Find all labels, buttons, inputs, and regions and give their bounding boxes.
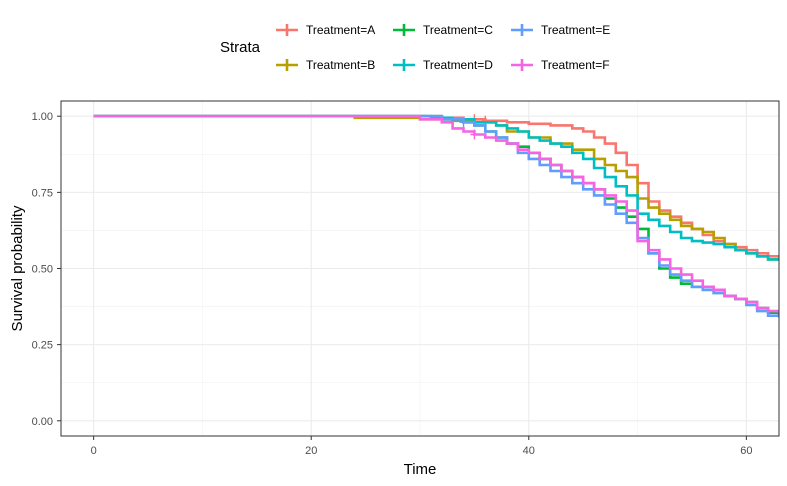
y-axis-title: Survival probability (9, 205, 26, 331)
x-axis-title: Time (404, 461, 437, 478)
legend-key (393, 24, 415, 36)
legend-key (511, 24, 533, 36)
y-tick-label: 0.25 (32, 340, 53, 352)
legend-key (276, 24, 298, 36)
x-tick-label: 0 (91, 445, 97, 457)
series-line-4 (93, 114, 779, 261)
legend-label: Treatment=C (423, 23, 493, 37)
y-axis: 0.00 0.25 0.50 0.75 1.00 (32, 111, 61, 428)
legend-label: Treatment=F (541, 58, 610, 72)
x-axis: 0 20 40 60 (91, 436, 752, 457)
series-line-6 (93, 114, 779, 313)
y-tick-label: 0.75 (32, 187, 53, 199)
censor-mark (470, 129, 479, 140)
legend-key (393, 59, 415, 71)
legend-key (511, 59, 533, 71)
legend-item: Treatment=A (276, 23, 375, 37)
legend: Strata Treatment=A Treatment=B Treatment=C… (220, 23, 610, 72)
legend-label: Treatment=B (306, 58, 375, 72)
legend-item: Treatment=B (276, 58, 375, 72)
y-tick-label: 1.00 (32, 111, 53, 123)
legend-item: Treatment=E (511, 23, 610, 37)
legend-item: Treatment=D (393, 58, 493, 72)
legend-label: Treatment=D (423, 58, 493, 72)
legend-key (276, 59, 298, 71)
x-tick-label: 60 (740, 445, 752, 457)
legend-label: Treatment=A (306, 23, 375, 37)
series-layer (93, 114, 779, 318)
x-tick-label: 20 (305, 445, 317, 457)
legend-title: Strata (220, 39, 261, 56)
legend-label: Treatment=E (541, 23, 610, 37)
legend-item: Treatment=C (393, 23, 493, 37)
censor-mark (459, 117, 468, 128)
x-tick-label: 40 (523, 445, 535, 457)
y-tick-label: 0.50 (32, 264, 53, 276)
legend-item: Treatment=F (511, 58, 610, 72)
y-tick-label: 0.00 (32, 416, 53, 428)
